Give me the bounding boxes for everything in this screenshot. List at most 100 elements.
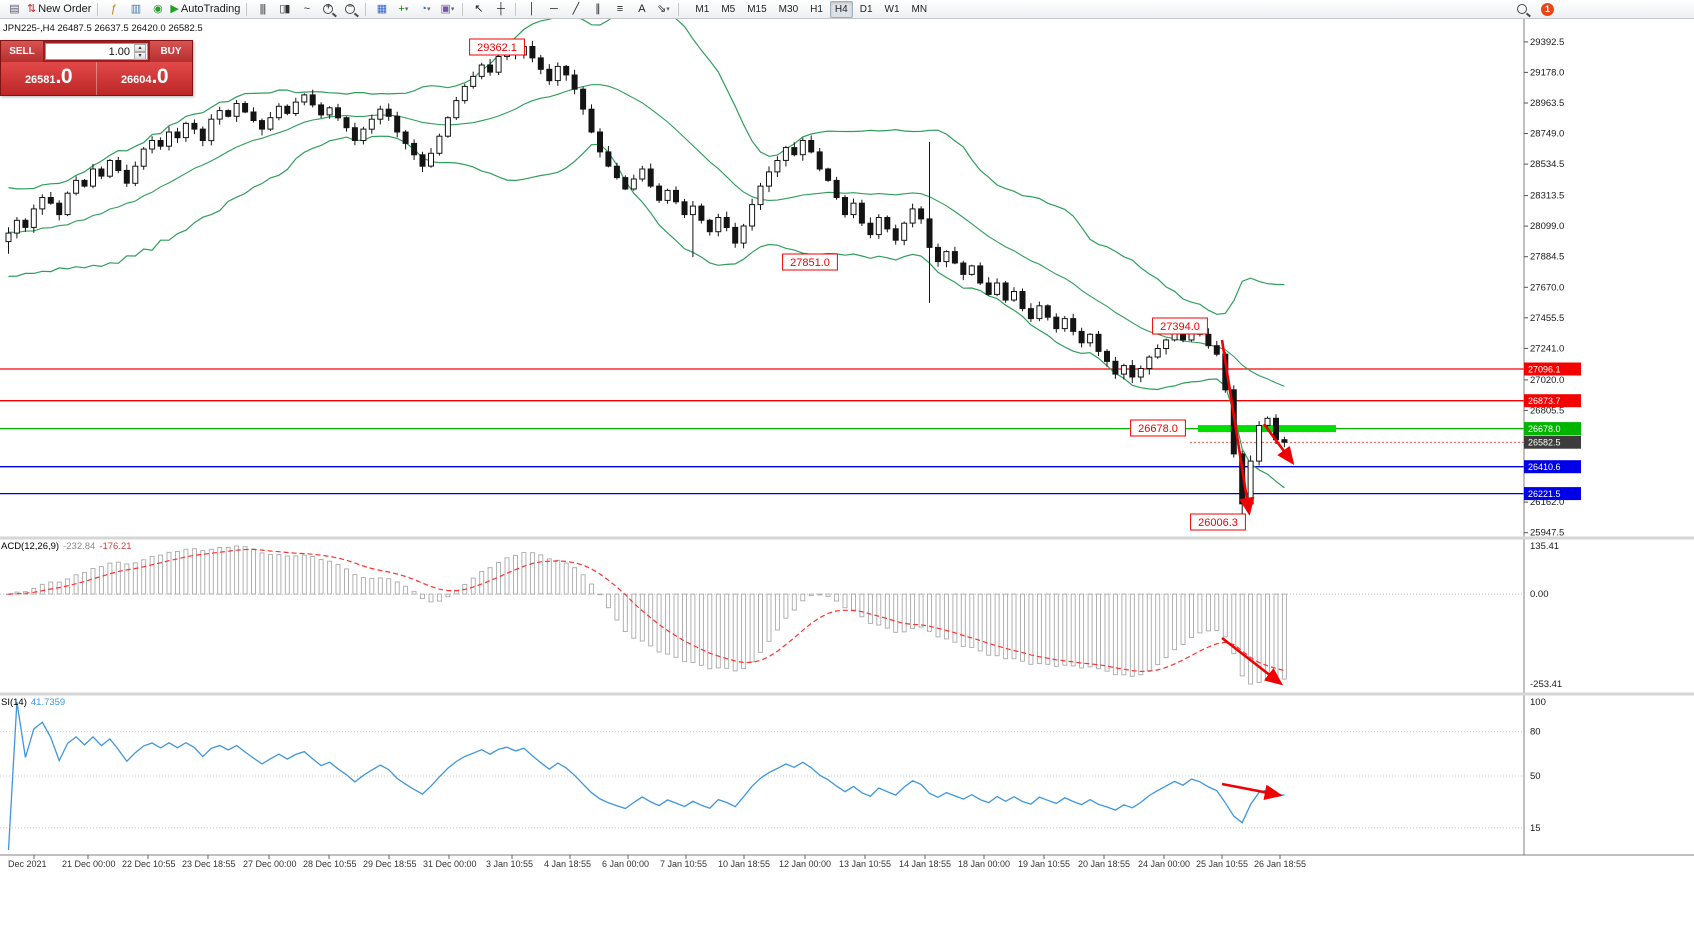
timeframe-D1[interactable]: D1	[859, 3, 873, 15]
macd-axis-label: 0.00	[1530, 589, 1549, 600]
price-level-tag[interactable]	[1524, 435, 1581, 449]
time-axis-label: 24 Jan 00:00	[1138, 859, 1190, 869]
vertical-line-icon[interactable]: │	[528, 2, 535, 15]
price-axis-label: 29178.0	[1530, 67, 1564, 78]
indicators-icon[interactable]: + ▾	[398, 2, 409, 15]
timeframe-M30[interactable]: M30	[778, 3, 799, 15]
refresh-icon[interactable]: ◉	[153, 2, 163, 15]
rsi-value: 41.7359	[30, 697, 66, 708]
time-axis-label: 21 Dec 00:00	[62, 859, 116, 869]
buy-price[interactable]: 26604.0	[96, 62, 192, 95]
price-level-tag[interactable]	[1524, 487, 1581, 501]
text-annotation[interactable]: 26678.0	[1130, 419, 1186, 437]
volume-field[interactable]: 1.00 ▴ ▾	[45, 43, 148, 60]
text-annotation[interactable]: 26006.3	[1190, 513, 1246, 531]
grid-icon[interactable]: ▦	[376, 2, 387, 15]
autotrading-button[interactable]: ▶ AutoTrading	[170, 2, 241, 15]
templates-icon-dropdown[interactable]: ▾	[450, 5, 455, 13]
text-icon[interactable]: A	[638, 2, 645, 15]
toolbar-separator	[515, 2, 517, 16]
sell-button[interactable]: SELL	[1, 41, 43, 62]
expert-advisors-icon[interactable]: ƒ	[110, 2, 117, 15]
price-level-tag[interactable]	[1524, 362, 1581, 376]
price-axis-label: 27020.0	[1530, 375, 1564, 386]
volume-increase-button[interactable]: ▴	[134, 43, 146, 52]
notification-badge[interactable]: 1	[1541, 2, 1554, 16]
text-annotation[interactable]: 27851.0	[782, 253, 838, 271]
templates-icon[interactable]: ▣ ▾	[440, 2, 455, 15]
time-axis-label: 28 Dec 10:55	[303, 859, 357, 869]
time-axis-label: 31 Dec 00:00	[423, 859, 477, 869]
timeframe-W1[interactable]: W1	[884, 3, 900, 15]
price-tag-label: 27096.1	[1528, 365, 1561, 375]
trend-arrow[interactable]	[1221, 636, 1284, 686]
time-axis-label: 23 Dec 18:55	[182, 859, 236, 869]
time-axis-label: 7 Jan 10:55	[660, 859, 707, 869]
indicators-icon-dropdown[interactable]: ▾	[404, 5, 409, 13]
time-axis-label: 22 Dec 10:55	[122, 859, 176, 869]
panel-separator[interactable]	[0, 536, 1694, 540]
periods-icon[interactable]: ◔ ▾	[420, 2, 431, 15]
timeframe-M15[interactable]: M15	[747, 3, 767, 15]
timeframe-M5[interactable]: M5	[721, 3, 736, 15]
sell-price[interactable]: 26581.0	[24, 65, 73, 88]
time-axis-label: 10 Jan 18:55	[718, 859, 770, 869]
arrows-tool-icon[interactable]: ⇘ ▾	[657, 2, 670, 15]
timeframe-H4[interactable]: H4	[829, 0, 853, 18]
buy-button[interactable]: BUY	[150, 41, 192, 62]
crosshair-icon[interactable]: ┼	[497, 2, 505, 15]
time-axis-label: 19 Jan 10:55	[1018, 859, 1070, 869]
text-annotation[interactable]: 29362.1	[469, 38, 525, 56]
zoom-out-icon[interactable]: −	[339, 1, 361, 18]
scripts-icon[interactable]: ▥	[130, 2, 141, 15]
toolbar: ▤ ⇅ New Order ƒ ▥ ◉ ▶ AutoTrading ||| ▯▮ ~ + − ▦ + ▾ ◔ ▾ ▣…	[0, 0, 1694, 19]
price-level-tag[interactable]	[1524, 422, 1581, 436]
new-order-button[interactable]: ⇅ New Order	[27, 2, 92, 15]
fibonacci-icon[interactable]: ≡	[616, 2, 624, 15]
svg-text:27394.0: 27394.0	[1160, 321, 1200, 333]
trend-arrow[interactable]	[1221, 782, 1283, 800]
price-axis-label: 27670.0	[1530, 282, 1564, 293]
time-axis-label: 3 Jan 10:55	[486, 859, 533, 869]
horizontal-line-icon[interactable]: ─	[550, 2, 558, 15]
price-axis-label: 25947.5	[1530, 528, 1564, 539]
bar-chart-icon[interactable]: |||	[259, 2, 267, 15]
search-icon[interactable]	[1517, 4, 1527, 14]
arrows-tool-icon-dropdown[interactable]: ▾	[666, 5, 670, 13]
macd-signal-line	[8, 548, 1285, 673]
price-axis-label: 26162.0	[1530, 497, 1564, 508]
volume-decrease-button[interactable]: ▾	[134, 51, 146, 60]
rsi-name: SI(14)	[1, 697, 27, 708]
chart-window-icon[interactable]: ▤	[9, 2, 19, 15]
candlestick-chart-icon[interactable]: ▯▮	[279, 2, 290, 15]
price-axis-label: 28534.5	[1530, 159, 1564, 170]
price-tag-label: 26678.0	[1528, 424, 1561, 434]
macd-name: ACD(12,26,9)	[1, 541, 60, 552]
trendline-icon[interactable]: ╱	[572, 2, 580, 15]
price-level-tag[interactable]	[1524, 460, 1581, 474]
trend-arrow[interactable]	[1262, 423, 1295, 466]
price-level-tag[interactable]	[1524, 394, 1581, 408]
timeframe-MN[interactable]: MN	[911, 3, 928, 15]
line-chart-icon[interactable]: ~	[303, 2, 311, 15]
time-axis-label: 13 Jan 10:55	[839, 859, 891, 869]
text-annotation[interactable]: 27394.0	[1152, 317, 1208, 335]
time-axis-label: 29 Dec 18:55	[363, 859, 417, 869]
price-axis-label: 29392.5	[1530, 37, 1564, 48]
price-axis-label: 28099.0	[1530, 221, 1564, 232]
price-tag-label: 26873.7	[1528, 396, 1561, 406]
cursor-icon[interactable]: ↖	[474, 2, 483, 15]
price-axis-label: 28749.0	[1530, 129, 1564, 140]
timeframe-group: M1 M5 M15 M30 H1 H4 D1 W1 MN	[689, 0, 933, 18]
timeframe-H1[interactable]: H1	[810, 3, 823, 15]
channel-icon[interactable]: ∥	[595, 2, 600, 15]
panel-separator[interactable]	[0, 692, 1694, 696]
volume-spinner: ▴ ▾	[134, 43, 146, 60]
toolbar-separator	[246, 2, 248, 16]
timeframe-M1[interactable]: M1	[695, 3, 710, 15]
periods-icon-dropdown[interactable]: ▾	[426, 5, 431, 13]
toolbar-separator	[462, 2, 464, 16]
trend-arrow[interactable]	[1220, 339, 1255, 516]
zoom-in-icon[interactable]: +	[317, 1, 339, 18]
